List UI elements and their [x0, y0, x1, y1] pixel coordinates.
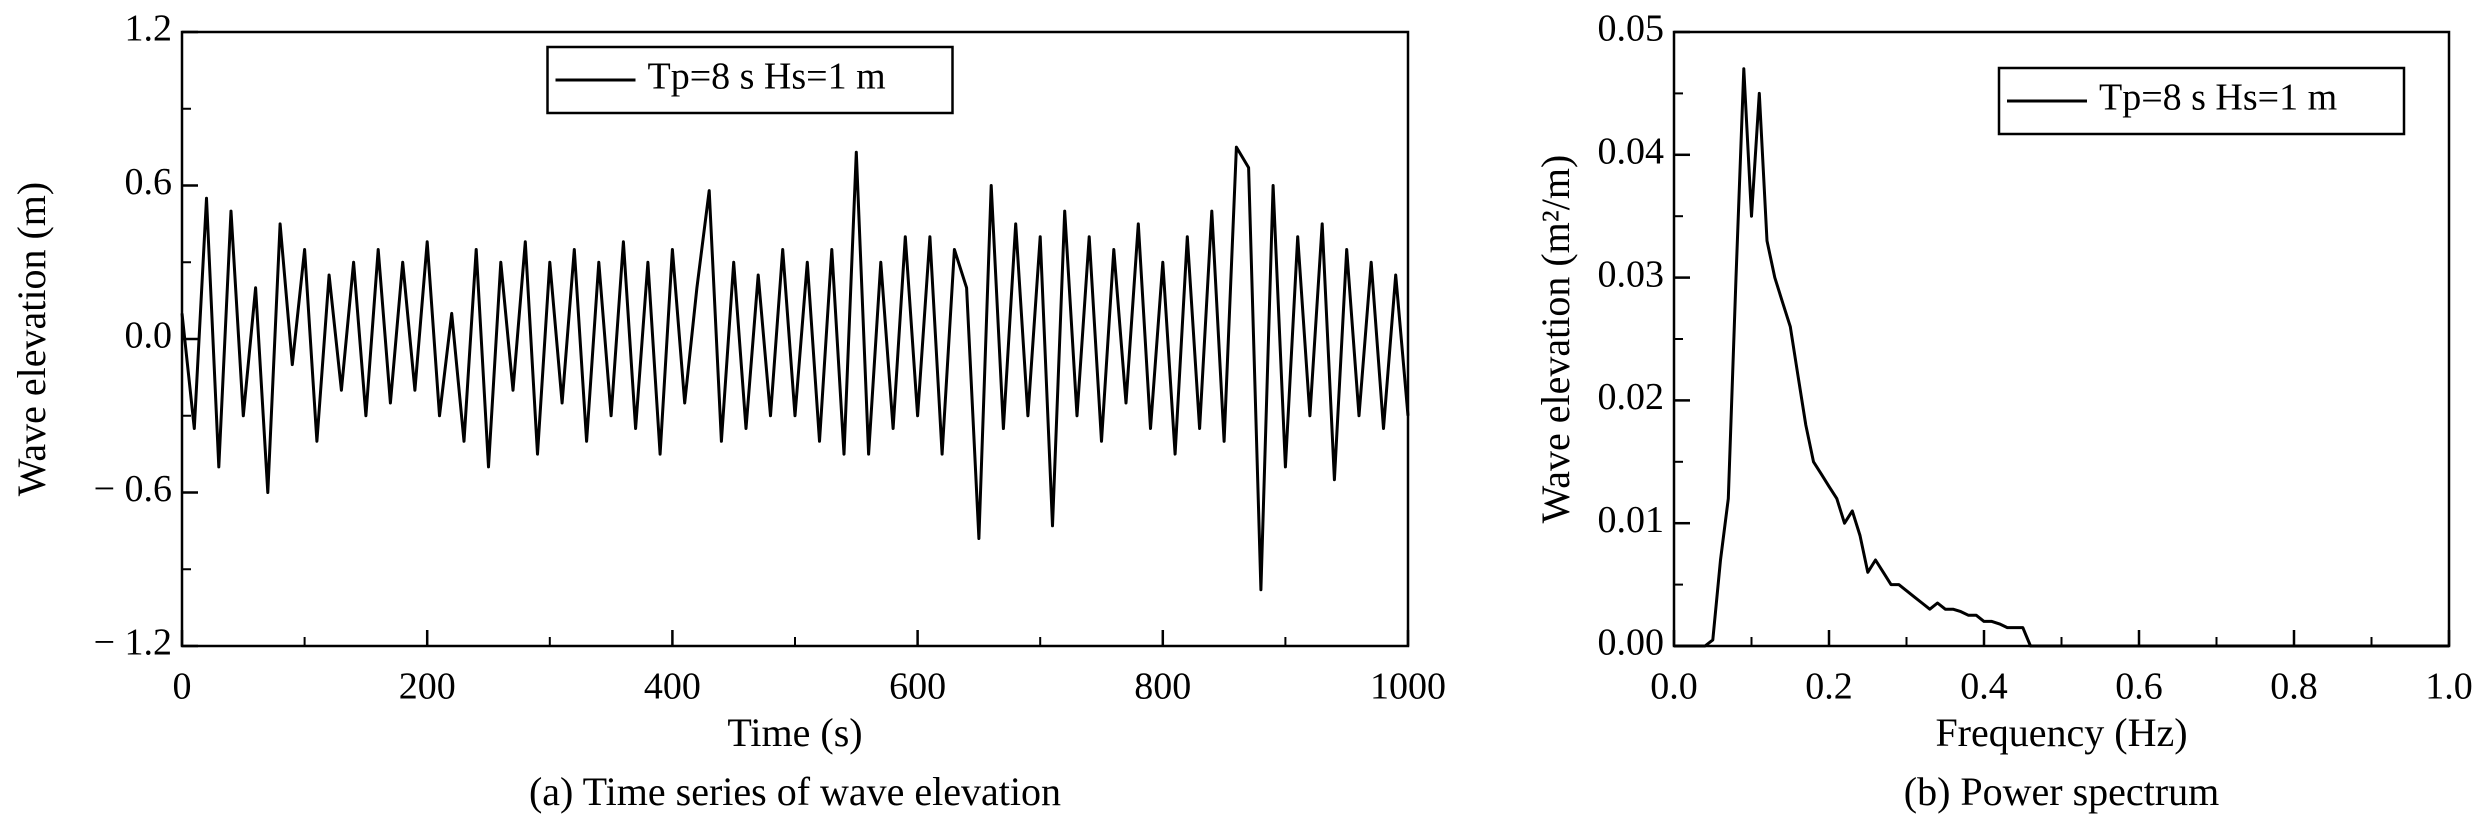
y-axis-title: Wave elevation (m²/m) — [1533, 155, 1578, 524]
y-tick-label: 0.01 — [1598, 499, 1665, 541]
x-tick-label: 1.0 — [2425, 666, 2473, 708]
x-axis-title: Time (s) — [727, 710, 862, 755]
x-tick-label: 0 — [173, 666, 192, 708]
legend-label: Tp=8 s Hs=1 m — [2099, 77, 2337, 119]
x-tick-label: 800 — [1134, 666, 1191, 708]
caption: (a) Time series of wave elevation — [529, 769, 1061, 814]
y-tick-label: 0.6 — [125, 161, 173, 203]
chart: 0.0 0.2 0.4 0.6 0.8 1.0 0.00 0.01 0.02 0.03 0.04 0.… — [1533, 8, 2473, 814]
series-line — [180, 145, 1410, 592]
x-tick-label: 600 — [889, 666, 946, 708]
y-tick-label: 0.03 — [1598, 253, 1665, 295]
x-tick-label: 0.0 — [1650, 666, 1698, 708]
x-tick-label: 1000 — [1370, 666, 1446, 708]
x-tick-label: 0.8 — [2270, 666, 2318, 708]
y-tick-label: 0.04 — [1598, 131, 1665, 173]
y-tick-label: 0.02 — [1598, 376, 1665, 418]
x-tick-label: 200 — [399, 666, 456, 708]
series-line — [1674, 67, 2449, 648]
x-tick-label: 0.4 — [1960, 666, 2008, 708]
legend-label: Tp=8 s Hs=1 m — [648, 56, 886, 98]
caption: (b) Power spectrum — [1904, 769, 2219, 814]
y-tick-label: 0.00 — [1598, 622, 1665, 664]
y-tick-label: 0.05 — [1598, 8, 1665, 50]
plot-frame — [180, 30, 1410, 648]
chart: 0 200 400 600 800 1000 − 1.2 − 0.6 0.0 0.6 1.2 Time… — [9, 8, 1446, 814]
y-tick-label: − 1.2 — [94, 622, 172, 664]
y-tick-label: 1.2 — [125, 8, 173, 50]
y-axis-title: Wave elevation (m) — [9, 182, 54, 496]
x-tick-label: 0.6 — [2115, 666, 2163, 708]
x-tick-label: 400 — [644, 666, 701, 708]
y-tick-label: 0.0 — [125, 315, 173, 357]
x-tick-label: 0.2 — [1805, 666, 1853, 708]
x-axis-title: Frequency (Hz) — [1935, 710, 2187, 755]
y-tick-label: − 0.6 — [94, 468, 172, 510]
